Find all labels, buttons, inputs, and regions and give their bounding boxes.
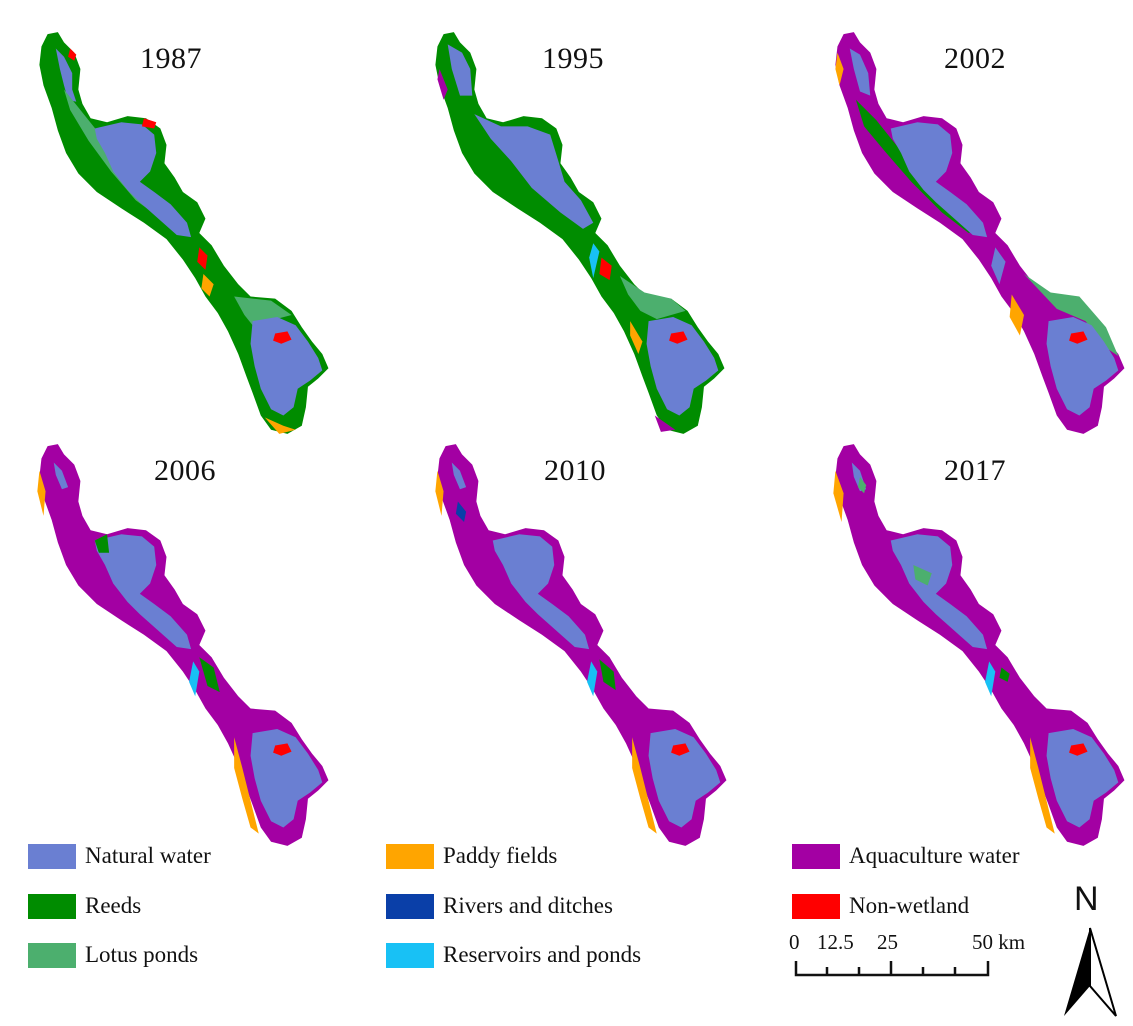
legend-label: Reservoirs and ponds	[443, 942, 642, 967]
lake-map	[835, 32, 1125, 434]
scale-label-25: 25	[877, 930, 898, 954]
legend-label: Rivers and ditches	[443, 893, 613, 918]
legend-label: Non-wetland	[849, 893, 970, 918]
map-panel-2006: 2006	[22, 440, 352, 850]
legend-paddy-fields: Paddy fields	[386, 843, 557, 869]
legend-natural-water: Natural water	[28, 843, 211, 869]
legend-aquaculture-water: Aquaculture water	[792, 843, 1020, 869]
map-panel-2017: 2017	[818, 440, 1133, 850]
north-arrow-icon	[1064, 927, 1117, 1017]
scale-bar	[794, 961, 990, 977]
legend-non-wetland: Non-wetland	[792, 893, 969, 919]
lake-map	[39, 32, 329, 434]
legend-swatch	[28, 942, 76, 968]
legend-label: Reeds	[85, 893, 142, 918]
legend-swatch	[792, 893, 840, 919]
legend-reservoirs-ponds: Reservoirs and ponds	[386, 942, 641, 968]
map-panel-2002: 2002	[818, 28, 1133, 438]
lake-map	[435, 32, 725, 434]
lake-map	[435, 444, 727, 846]
panel-year-label: 2006	[154, 454, 216, 487]
lake-map	[833, 444, 1125, 846]
panel-year-label: 1995	[542, 42, 604, 75]
map-panel-1995: 1995	[418, 28, 748, 438]
panel-year-label: 2002	[944, 42, 1006, 75]
legend-swatch	[386, 843, 434, 869]
scale-label-50km: 50 km	[972, 930, 1026, 954]
legend-swatch	[792, 843, 840, 869]
legend-swatch	[386, 942, 434, 968]
map-panel-1987: 1987	[22, 28, 352, 438]
legend-swatch	[28, 893, 76, 919]
map-panel-2010: 2010	[420, 440, 750, 850]
legend-label: Aquaculture water	[849, 843, 1020, 868]
legend-swatch	[28, 843, 76, 869]
scale-label-12-5: 12.5	[817, 930, 854, 954]
legend-swatch	[386, 893, 434, 919]
legend-label: Lotus ponds	[85, 942, 199, 967]
legend-rivers-ditches: Rivers and ditches	[386, 893, 613, 919]
scale-bar-labels: 0 12.5 25 50 km	[789, 930, 1049, 956]
legend-reeds: Reeds	[28, 893, 141, 919]
lake-map	[37, 444, 329, 846]
north-label: N	[1074, 880, 1099, 918]
scale-label-0: 0	[789, 930, 800, 954]
legend-label: Paddy fields	[443, 843, 558, 868]
legend-label: Natural water	[85, 843, 211, 868]
panel-year-label: 1987	[140, 42, 202, 75]
legend-lotus-ponds: Lotus ponds	[28, 942, 198, 968]
panel-year-label: 2010	[544, 454, 606, 487]
panel-year-label: 2017	[944, 454, 1006, 487]
